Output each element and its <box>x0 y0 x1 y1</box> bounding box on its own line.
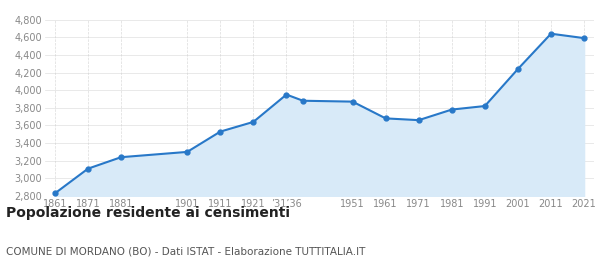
Text: Popolazione residente ai censimenti: Popolazione residente ai censimenti <box>6 206 290 220</box>
Text: COMUNE DI MORDANO (BO) - Dati ISTAT - Elaborazione TUTTITALIA.IT: COMUNE DI MORDANO (BO) - Dati ISTAT - El… <box>6 246 365 256</box>
